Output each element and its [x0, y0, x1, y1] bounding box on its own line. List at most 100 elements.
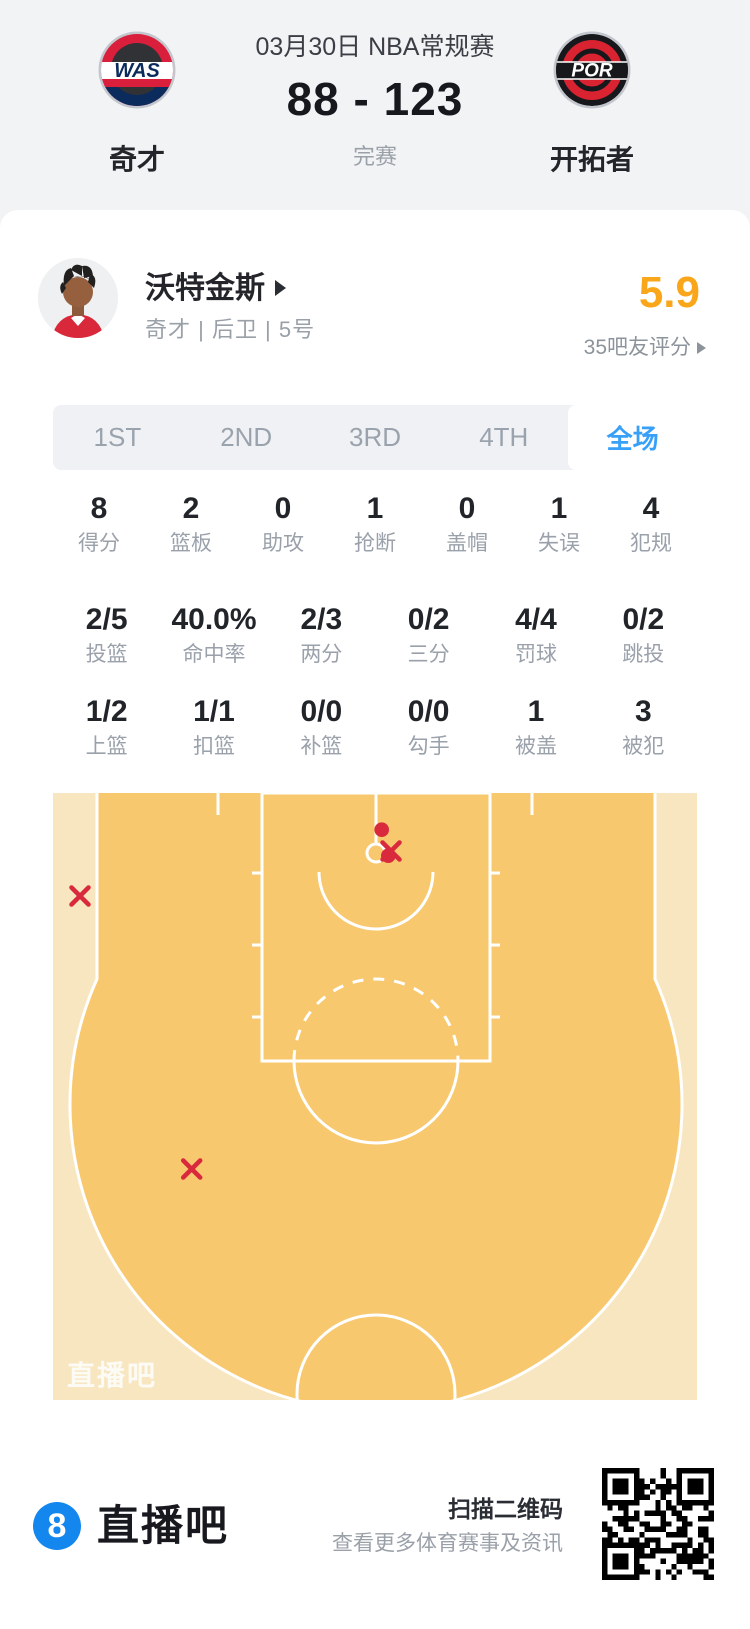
three-point-line [68, 793, 684, 1400]
zhibo8-brand-name: 直播吧 [97, 1502, 230, 1549]
tab-full[interactable]: 全场 [568, 405, 697, 470]
stat-fouled-on: 3 被犯 [590, 695, 697, 760]
stat-fg-pct-label: 命中率 [182, 643, 246, 666]
stat-rebounds-value: 2 [182, 492, 200, 525]
stat-3pt-label: 三分 [407, 643, 450, 666]
stat-fouled-on-label: 被犯 [622, 735, 665, 758]
tab-bar: 1ST 2ND 3RD 4TH 全场 [53, 405, 697, 470]
stat-3pt: 0/2 三分 [375, 603, 482, 668]
missed-shot-marker [69, 885, 91, 907]
stat-blocks: 0 盖帽 [421, 492, 513, 557]
svg-text:WAS: WAS [114, 60, 160, 82]
stat-ft: 4/4 罚球 [482, 603, 589, 668]
stat-hook-label: 勾手 [407, 735, 450, 758]
rating-votes-text: 35吧友评分 [583, 336, 691, 359]
stat-blocked-label: 被盖 [514, 735, 557, 758]
stat-dunk: 1/1 扣篮 [160, 695, 267, 760]
wizards-name: 奇才 [108, 144, 165, 175]
missed-shot-marker [180, 1158, 203, 1180]
blazers-logo-icon: POR [553, 31, 631, 109]
baseline-hash-marks [216, 793, 534, 815]
stat-steals-value: 1 [366, 492, 384, 525]
player-avatar[interactable] [38, 258, 118, 338]
stat-fg-value: 2/5 [85, 603, 128, 636]
svg-text:POR: POR [571, 61, 612, 82]
match-header: 03月30日 NBA常规赛 88 - 123 完赛 WAS 奇才 [0, 0, 750, 230]
stat-3pt-value: 0/2 [407, 603, 450, 636]
blazers-name: 开拓者 [549, 144, 634, 175]
tab-3rd[interactable]: 3RD [348, 422, 401, 452]
stat-dunk-value: 1/1 [193, 695, 235, 728]
stat-row-3: 1/2 上篮 1/1 扣篮 0/0 补篮 0/0 勾手 1 被盖 3 被犯 [53, 695, 697, 760]
stat-points-label: 得分 [78, 532, 120, 555]
stat-points-value: 8 [90, 492, 108, 525]
stat-jumpshot-label: 跳投 [622, 643, 665, 666]
stat-blocks-value: 0 [458, 492, 476, 525]
paint-rect [260, 793, 492, 1063]
stat-fouls-value: 4 [642, 492, 660, 525]
stat-assists-value: 0 [274, 492, 292, 525]
player-portrait-icon [38, 258, 118, 338]
three-point-area [70, 793, 682, 1400]
stat-fouls-label: 犯规 [630, 532, 672, 555]
stat-turnovers-label: 失误 [538, 532, 580, 555]
stat-putback-value: 0/0 [300, 695, 343, 728]
qr-title: 扫描二维码 [448, 1496, 563, 1522]
stat-dunk-label: 扣篮 [192, 735, 235, 758]
stat-assists: 0 助攻 [237, 492, 329, 557]
stat-layup: 1/2 上篮 [53, 695, 160, 760]
stat-steals: 1 抢断 [329, 492, 421, 557]
player-info: 奇才 | 后卫 | 5号 [145, 317, 316, 342]
stat-jumpshot: 0/2 跳投 [590, 603, 697, 668]
stat-hook-value: 0/0 [407, 695, 450, 728]
stat-fg: 2/5 投篮 [53, 603, 160, 668]
match-status: 完赛 [352, 144, 397, 169]
stat-rebounds-label: 篮板 [170, 532, 212, 555]
center-circle [295, 1313, 457, 1400]
stat-blocked: 1 被盖 [482, 695, 589, 760]
stat-row-2: 2/5 投篮 40.0% 命中率 2/3 两分 0/2 三分 4/4 罚球 0/2 跳投 [53, 603, 697, 668]
player-rating: 5.9 [638, 268, 700, 317]
tab-1st[interactable]: 1ST [93, 422, 142, 452]
stat-fg-pct-value: 40.0% [171, 603, 257, 636]
made-shot-marker [374, 822, 390, 837]
stat-rebounds: 2 篮板 [145, 492, 237, 557]
stat-steals-label: 抢断 [354, 532, 396, 555]
court-watermark: 直播吧 [67, 1360, 157, 1391]
lane-hash-marks [252, 871, 500, 1019]
shot-chart-court: 直播吧 [53, 793, 697, 1400]
stat-turnovers-value: 1 [550, 492, 568, 525]
qr-caption: 扫描二维码 查看更多体育赛事及资讯 [233, 1494, 563, 1558]
stat-blocks-label: 盖帽 [446, 532, 488, 555]
tab-2nd[interactable]: 2ND [220, 422, 273, 452]
stat-ft-label: 罚球 [514, 643, 557, 666]
stat-ft-value: 4/4 [515, 603, 557, 636]
player-detail-arrow-icon [275, 280, 286, 296]
restricted-area-arc [317, 871, 435, 931]
player-name-text: 沃特金斯 [145, 272, 265, 305]
rating-arrow-icon [697, 342, 706, 354]
stat-assists-label: 助攻 [262, 532, 304, 555]
match-score: 88 - 123 [286, 73, 464, 125]
logo-digit: 8 [47, 1506, 67, 1545]
player-name[interactable]: 沃特金斯 [145, 263, 286, 307]
stat-2pt: 2/3 两分 [268, 603, 375, 668]
shot-markers [69, 822, 402, 1180]
stat-putback-label: 补篮 [300, 735, 343, 758]
free-throw-circle-dashed [292, 977, 460, 1062]
tab-4th[interactable]: 4TH [479, 422, 529, 452]
stat-putback: 0/0 补篮 [268, 695, 375, 760]
stat-points: 8 得分 [53, 492, 145, 557]
stat-turnovers: 1 失误 [513, 492, 605, 557]
stat-jumpshot-value: 0/2 [622, 603, 665, 636]
stat-fouled-on-value: 3 [634, 695, 652, 728]
stat-2pt-label: 两分 [300, 643, 343, 666]
stat-layup-value: 1/2 [85, 695, 128, 728]
match-date-title: 03月30日 NBA常规赛 [255, 33, 495, 61]
stat-fg-label: 投篮 [85, 643, 128, 666]
rating-votes-link[interactable]: 35吧友评分 [584, 331, 706, 361]
stat-hook: 0/0 勾手 [375, 695, 482, 760]
zhibo8-logo-icon: 8 [33, 1502, 81, 1550]
made-shot-marker [381, 848, 396, 863]
